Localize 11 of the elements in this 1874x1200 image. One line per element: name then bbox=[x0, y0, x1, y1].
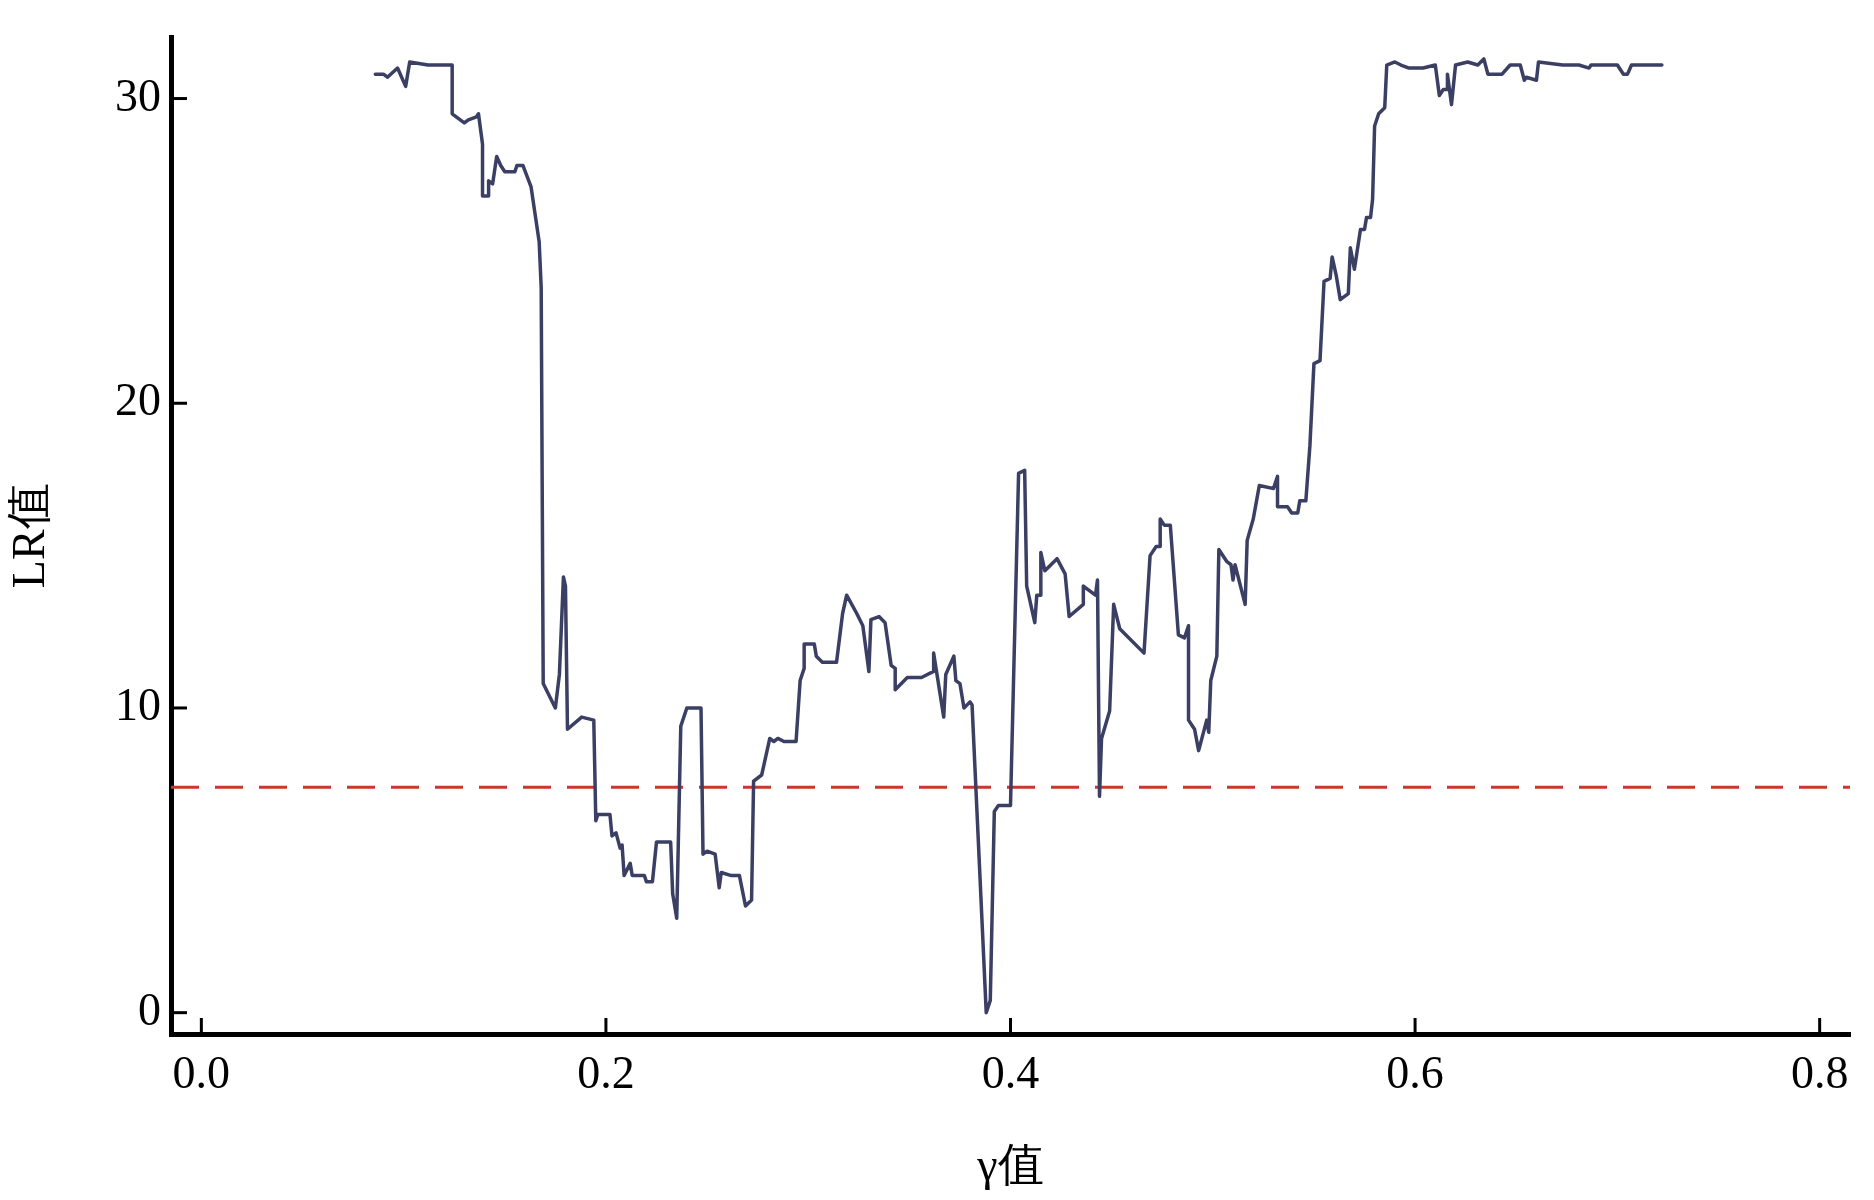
y-axis-title: LR值 bbox=[2, 483, 54, 589]
x-tick-label: 0.6 bbox=[1386, 1046, 1444, 1098]
y-tick-label: 20 bbox=[115, 374, 161, 426]
y-tick-label: 10 bbox=[115, 679, 161, 731]
y-tick-label: 30 bbox=[115, 69, 161, 121]
x-tick-label: 0.2 bbox=[577, 1046, 635, 1098]
x-tick-label: 0.8 bbox=[1790, 1046, 1849, 1098]
x-tick-label: 0.4 bbox=[981, 1046, 1040, 1098]
x-axis-title: γ值 bbox=[976, 1139, 1044, 1191]
y-tick-label: 0 bbox=[138, 983, 161, 1035]
x-tick-label: 0.0 bbox=[172, 1046, 231, 1098]
